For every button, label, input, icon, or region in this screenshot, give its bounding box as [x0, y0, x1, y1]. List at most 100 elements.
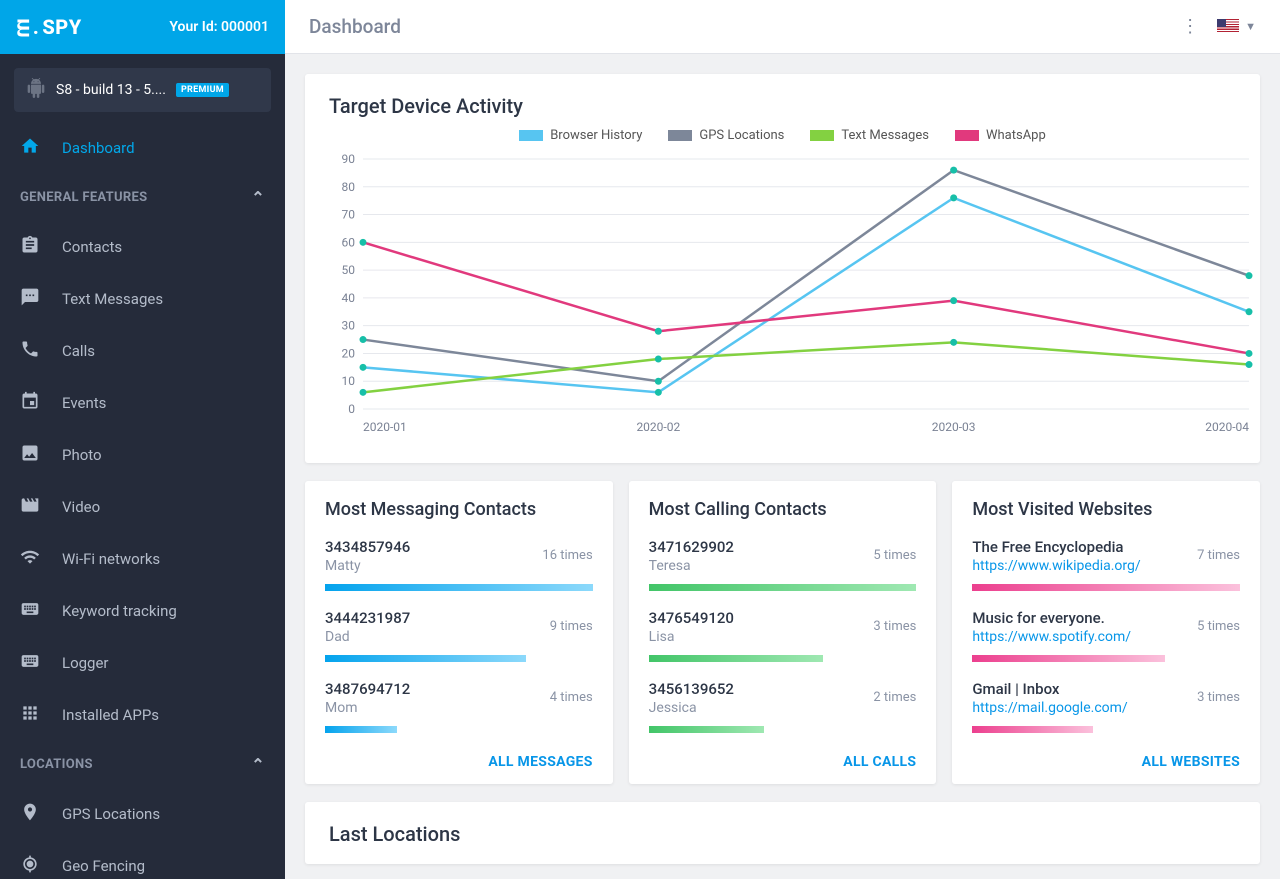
stat-bar: [972, 726, 1092, 733]
svg-text:30: 30: [342, 319, 356, 333]
keyboard-icon: [20, 599, 40, 623]
stat-bar: [649, 655, 823, 662]
device-selector[interactable]: S8 - build 13 - 5.... PREMIUM: [14, 68, 271, 112]
topbar-actions: ⋮ ▼: [1181, 18, 1256, 36]
stat-primary: The Free Encyclopedia: [972, 538, 1140, 556]
view-all-link[interactable]: ALL MESSAGES: [488, 754, 592, 770]
chart-legend: Browser History GPS Locations Text Message…: [329, 128, 1236, 143]
stat-link[interactable]: https://www.wikipedia.org/: [972, 558, 1140, 574]
card-title: Last Locations: [329, 822, 1236, 846]
nav-section-general[interactable]: GENERAL FEATURES ⌃: [0, 174, 285, 221]
svg-text:20: 20: [342, 346, 356, 360]
legend-item[interactable]: GPS Locations: [668, 128, 784, 143]
device-name: S8 - build 13 - 5....: [56, 82, 166, 98]
sidebar-item-apps[interactable]: Installed APPs: [0, 689, 285, 741]
card-title: Most Visited Websites: [972, 499, 1240, 520]
svg-text:2020-04: 2020-04: [1205, 420, 1249, 434]
premium-badge: PREMIUM: [176, 83, 229, 97]
sidebar-item-keyword[interactable]: Keyword tracking: [0, 585, 285, 637]
stat-primary: 3476549120: [649, 609, 734, 627]
card-title: Most Messaging Contacts: [325, 499, 593, 520]
sidebar-item-label: Dashboard: [62, 139, 135, 157]
sidebar-item-wifi[interactable]: Wi-Fi networks: [0, 533, 285, 585]
topbar: Dashboard ⋮ ▼: [285, 0, 1280, 54]
sidebar-item-dashboard[interactable]: Dashboard: [0, 122, 285, 174]
calendar-icon: [20, 391, 40, 415]
legend-item[interactable]: Browser History: [519, 128, 642, 143]
stat-primary: 3487694712: [325, 680, 410, 698]
sidebar-item-video[interactable]: Video: [0, 481, 285, 533]
page-title: Dashboard: [309, 15, 401, 38]
wifi-icon: [20, 547, 40, 571]
sidebar-item-geo[interactable]: Geo Fencing: [0, 840, 285, 879]
stat-count: 4 times: [550, 690, 593, 705]
kebab-menu-icon[interactable]: ⋮: [1181, 18, 1199, 36]
stat-count: 9 times: [550, 619, 593, 634]
stat-primary: 3471629902: [649, 538, 734, 556]
main: Dashboard ⋮ ▼ Target Device Activity Bro…: [285, 0, 1280, 879]
sidebar-item-calls[interactable]: Calls: [0, 325, 285, 377]
stat-item: The Free Encyclopedia https://www.wikiped…: [972, 538, 1240, 591]
sidebar-header: ᴟ.SPY Your Id: 000001: [0, 0, 285, 54]
stat-secondary: Teresa: [649, 558, 734, 574]
line-chart: 01020304050607080902020-012020-022020-03…: [329, 149, 1259, 439]
stat-bar: [649, 726, 764, 733]
nav-section-locations[interactable]: LOCATIONS ⌃: [0, 741, 285, 788]
legend-item[interactable]: WhatsApp: [955, 128, 1046, 143]
stat-item: 3487694712Mom4 times: [325, 680, 593, 733]
stat-count: 5 times: [1197, 619, 1240, 634]
sidebar-item-label: GPS Locations: [62, 805, 160, 823]
stat-link[interactable]: https://mail.google.com/: [972, 700, 1127, 716]
sidebar-item-label: Installed APPs: [62, 706, 159, 724]
stat-item: 3434857946Matty16 times: [325, 538, 593, 591]
sidebar-item-label: Calls: [62, 342, 95, 360]
sms-icon: [20, 287, 40, 311]
legend-label: Browser History: [550, 128, 642, 143]
phone-icon: [20, 339, 40, 363]
view-all-link[interactable]: ALL WEBSITES: [1142, 754, 1240, 770]
caret-down-icon: ▼: [1245, 20, 1256, 33]
keyboard-icon: [20, 651, 40, 675]
sidebar-item-label: Wi-Fi networks: [62, 550, 160, 568]
stat-link[interactable]: https://www.spotify.com/: [972, 629, 1131, 645]
svg-text:40: 40: [342, 291, 356, 305]
target-icon: [20, 854, 40, 878]
clipboard-icon: [20, 235, 40, 259]
svg-text:2020-01: 2020-01: [363, 420, 407, 434]
legend-label: Text Messages: [841, 128, 929, 143]
stat-bar: [972, 584, 1240, 591]
sidebar-item-label: Events: [62, 394, 106, 412]
sidebar-item-logger[interactable]: Logger: [0, 637, 285, 689]
sidebar-item-photo[interactable]: Photo: [0, 429, 285, 481]
stat-item: 3456139652Jessica2 times: [649, 680, 917, 733]
sidebar-item-contacts[interactable]: Contacts: [0, 221, 285, 273]
stat-count: 5 times: [873, 548, 916, 563]
sidebar-item-events[interactable]: Events: [0, 377, 285, 429]
sidebar-item-label: Contacts: [62, 238, 122, 256]
stat-count: 2 times: [873, 690, 916, 705]
sidebar-item-text-messages[interactable]: Text Messages: [0, 273, 285, 325]
svg-text:2020-03: 2020-03: [932, 420, 976, 434]
stat-secondary: Dad: [325, 629, 410, 645]
stat-count: 16 times: [542, 548, 592, 563]
stat-count: 3 times: [1197, 690, 1240, 705]
svg-text:90: 90: [342, 152, 356, 166]
legend-item[interactable]: Text Messages: [810, 128, 929, 143]
legend-swatch: [810, 130, 834, 141]
legend-swatch: [668, 130, 692, 141]
stat-bar: [649, 584, 917, 591]
language-selector[interactable]: ▼: [1217, 19, 1256, 34]
stat-primary: Gmail | Inbox: [972, 680, 1127, 698]
legend-label: WhatsApp: [986, 128, 1046, 143]
legend-swatch: [955, 130, 979, 141]
stat-item: 3476549120Lisa3 times: [649, 609, 917, 662]
stat-bar: [325, 655, 526, 662]
view-all-link[interactable]: ALL CALLS: [843, 754, 916, 770]
stat-bar: [325, 584, 593, 591]
stat-secondary: Lisa: [649, 629, 734, 645]
logo: ᴟ.SPY: [16, 14, 82, 40]
card-title: Target Device Activity: [329, 94, 1236, 118]
sidebar-item-label: Text Messages: [62, 290, 163, 308]
place-icon: [20, 802, 40, 826]
sidebar-item-gps[interactable]: GPS Locations: [0, 788, 285, 840]
